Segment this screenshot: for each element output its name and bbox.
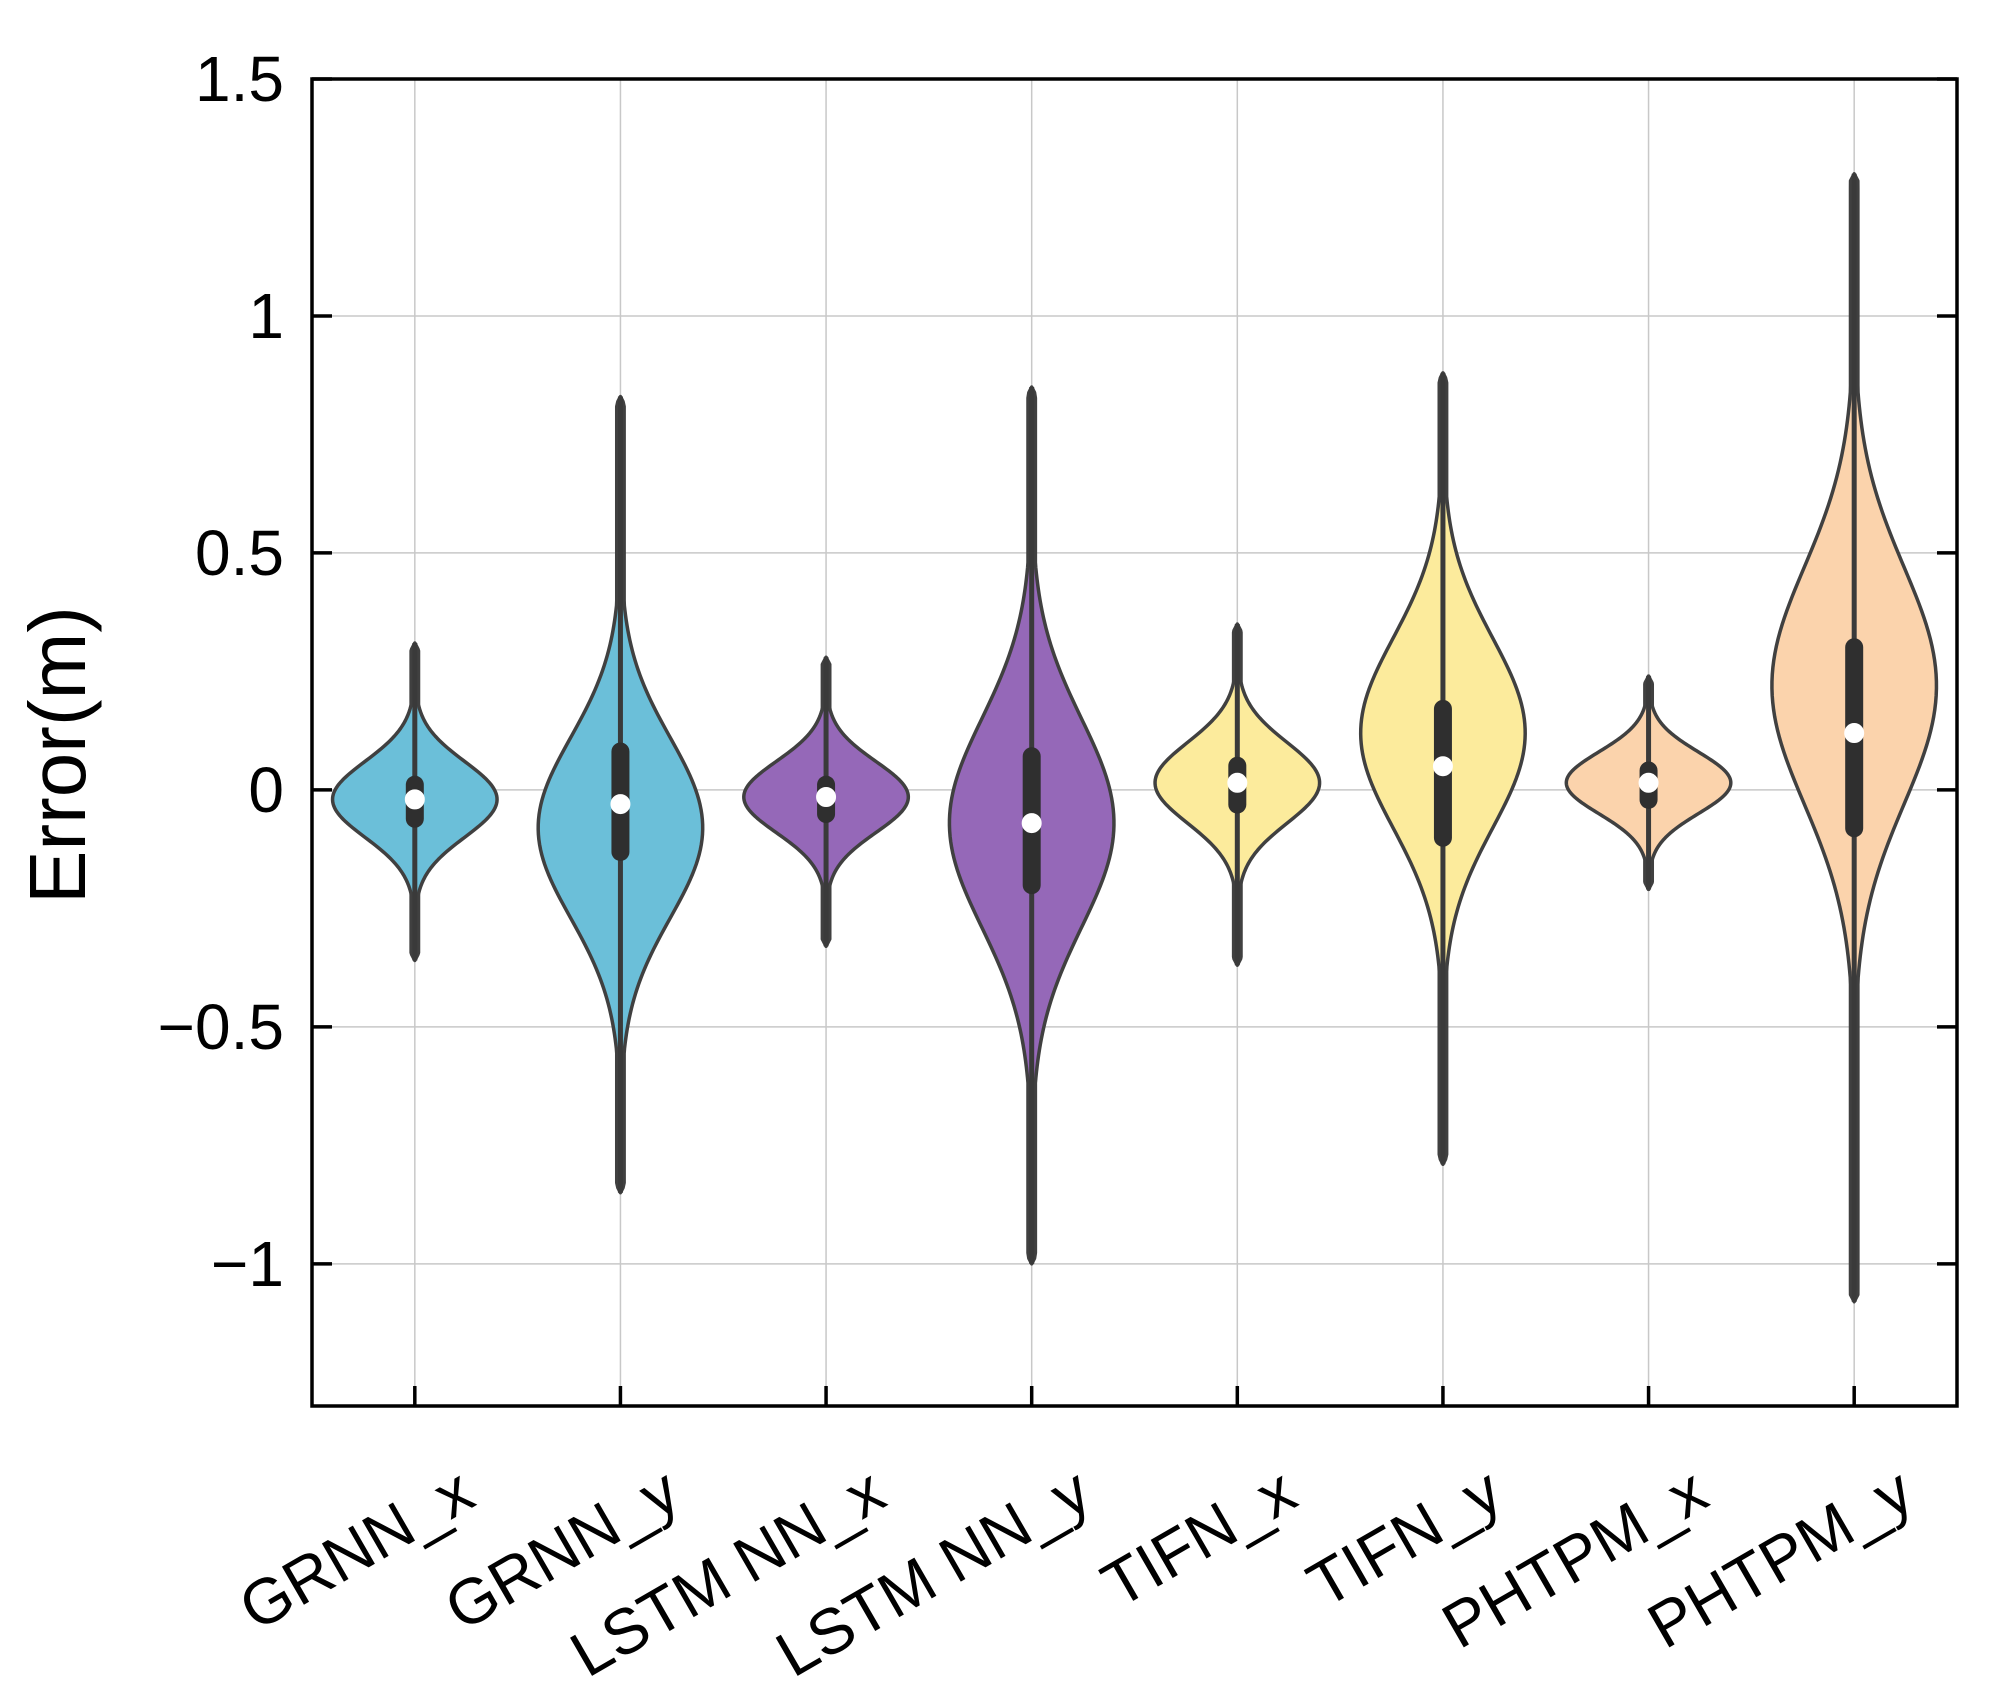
frame-layer <box>310 77 1959 1408</box>
grid-layer <box>312 78 1957 1406</box>
violin-median-marker <box>1638 772 1659 793</box>
y-tick-label: −0.5 <box>158 991 284 1063</box>
y-axis-title: Error(m) <box>13 606 102 904</box>
y-tick-label: 1.5 <box>195 43 284 115</box>
violin-median-marker <box>1432 756 1453 777</box>
y-tick-label: 1 <box>248 280 284 352</box>
y-tick-label: 0 <box>248 754 284 826</box>
violin-median-marker <box>1844 723 1865 744</box>
violin-median-marker <box>404 789 425 810</box>
violin-layer <box>330 172 1939 1304</box>
tick-layer <box>312 77 1957 1406</box>
violin-median-marker <box>1021 813 1042 834</box>
y-tick-label: 0.5 <box>195 517 284 589</box>
violin-median-marker <box>816 787 837 808</box>
violin-median-marker <box>1227 772 1248 793</box>
x-category-label: TIFN_x <box>1090 1454 1308 1621</box>
y-tick-label: −1 <box>211 1228 284 1300</box>
violin-median-marker <box>610 794 631 815</box>
plot-frame <box>310 77 1959 1408</box>
x-category-label: GRNN_x <box>227 1454 485 1644</box>
